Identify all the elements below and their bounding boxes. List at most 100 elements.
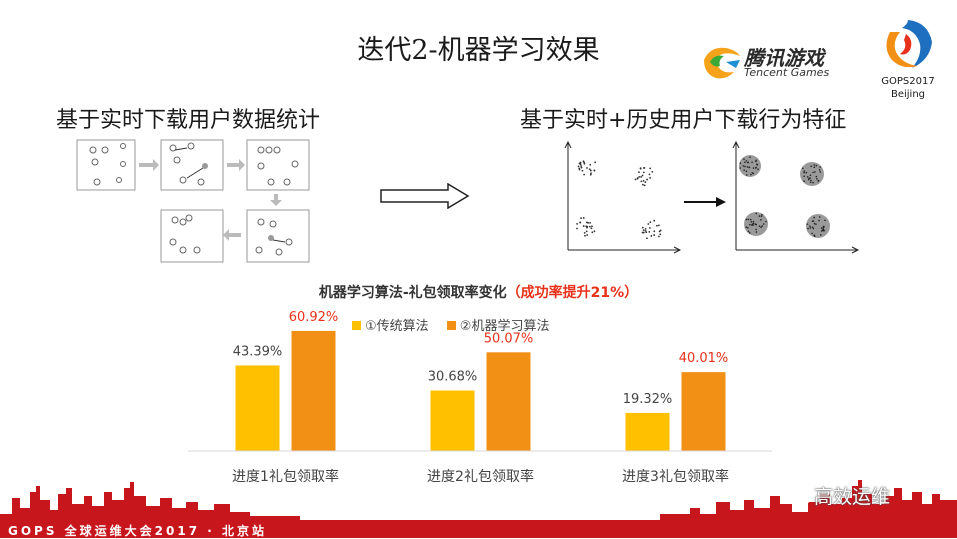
cluster-dot — [808, 178, 810, 181]
cluster-dot — [743, 158, 745, 160]
cluster-dot — [811, 232, 813, 235]
scatter-dot — [583, 173, 586, 176]
scatter-dot — [642, 231, 645, 234]
tencent-logo-cn: 腾讯游戏 — [744, 46, 824, 70]
scatter-dot — [644, 229, 647, 232]
tencent-games-logo: 腾讯游戏 Tencent Games — [700, 42, 840, 82]
cluster-dot — [765, 220, 767, 223]
scatter-dot — [641, 183, 644, 186]
slide-title: 迭代2-机器学习效果 — [357, 35, 600, 66]
scatter-dot — [658, 230, 661, 233]
wechat-icon — [793, 489, 811, 504]
scatter-dot — [658, 235, 660, 238]
bar-s2-c3 — [681, 372, 726, 451]
scatter-dot — [586, 167, 588, 169]
cluster-dot — [813, 234, 816, 236]
cluster-dot — [745, 174, 748, 176]
cluster-scatter-illustration — [564, 140, 860, 254]
cluster-dot — [813, 222, 816, 225]
cluster-dot — [752, 220, 755, 223]
scatter-axes-after — [732, 140, 860, 254]
legend-label-traditional: ①传统算法 — [365, 319, 429, 334]
data-label-s2-c3: 40.01% — [679, 351, 729, 366]
scatter-dot — [640, 180, 643, 183]
cluster-dot — [755, 160, 757, 163]
cluster-dot — [818, 216, 821, 218]
scatter-dot — [582, 160, 585, 163]
cluster-dot — [749, 156, 751, 158]
cluster-dot — [760, 219, 762, 221]
scatter-dot — [582, 217, 585, 219]
gops-emblem-icon — [886, 20, 932, 68]
cluster-dot — [813, 164, 816, 166]
cluster-dot — [755, 231, 758, 233]
scatter-dot — [578, 168, 581, 171]
cluster-dot — [812, 227, 815, 230]
scatter-dot — [641, 226, 644, 229]
scatter-dot — [576, 227, 578, 230]
cluster-dot — [755, 166, 757, 169]
scatter-dot — [648, 230, 651, 233]
scatter-dot — [649, 221, 652, 224]
cluster-dot — [822, 227, 825, 229]
scatter-dot — [657, 224, 660, 227]
legend-swatch-ml — [446, 321, 456, 330]
cluster-dot — [812, 171, 814, 174]
cluster-dot — [761, 213, 763, 216]
cluster-dot — [750, 173, 752, 176]
data-label-s2-c1: 60.92% — [289, 310, 339, 325]
cluster-dot — [818, 219, 820, 222]
scatter-points-before — [576, 160, 662, 240]
scatter-dot — [653, 230, 656, 233]
flow-arrow-1 — [139, 159, 159, 171]
cluster-dot — [811, 226, 814, 229]
cluster-dot — [809, 177, 811, 179]
cluster-dot — [749, 223, 751, 226]
cluster-dot — [744, 165, 746, 168]
scatter-dot — [589, 173, 592, 176]
scatter-dot — [634, 178, 637, 181]
data-stats-flow-diagram — [76, 139, 310, 263]
scatter-dot — [579, 221, 582, 224]
cluster-dot — [751, 223, 754, 225]
cluster-dot — [807, 227, 809, 230]
scatter-dot — [649, 176, 652, 179]
cluster-dot — [747, 218, 750, 221]
cluster-dot — [739, 167, 742, 169]
legend-label-ml: ②机器学习算法 — [459, 319, 550, 334]
scatter-dot — [588, 168, 591, 171]
scatter-dot — [590, 172, 592, 175]
cluster-dot — [745, 218, 748, 221]
bar-s1-c2 — [430, 390, 475, 451]
scatter-dot — [653, 234, 656, 236]
data-label-s1-c3: 19.32% — [623, 392, 673, 407]
x-tick-label-2: 进度2礼包领取率 — [427, 468, 534, 485]
cluster-dot — [810, 165, 812, 168]
cluster-dot — [739, 162, 742, 165]
scatter-dot — [648, 173, 651, 176]
scatter-clusters-after — [739, 155, 830, 238]
cluster-dot — [752, 172, 755, 175]
scatter-dot — [642, 171, 645, 174]
scatter-dot — [576, 222, 579, 225]
cluster-dot — [749, 218, 752, 221]
cluster-dot — [760, 226, 762, 229]
scatter-dot — [580, 166, 583, 169]
x-tick-label-3: 进度3礼包领取率 — [622, 468, 729, 485]
chart-title-main: 机器学习算法-礼包领取率变化 — [318, 285, 507, 301]
scatter-dot — [589, 163, 592, 166]
scatter-dot — [651, 170, 654, 173]
subtitle-right: 基于实时+历史用户下载行为特征 — [520, 108, 847, 133]
data-label-s2-c2: 50.07% — [484, 331, 534, 346]
cluster-dot — [819, 171, 822, 173]
cluster-dot — [809, 225, 811, 227]
scatter-dot — [642, 179, 645, 182]
scatter-dot — [642, 167, 645, 169]
cluster-dot — [803, 171, 805, 174]
scatter-dot — [589, 221, 591, 224]
cluster-dot — [822, 225, 825, 228]
scatter-dot — [580, 165, 583, 167]
cluster-dot — [802, 167, 804, 170]
scatter-dot — [649, 167, 652, 170]
